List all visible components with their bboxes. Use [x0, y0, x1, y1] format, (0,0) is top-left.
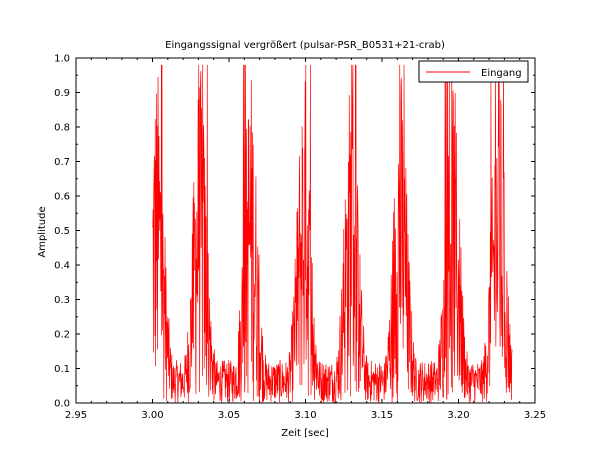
x-tick-label: 2.95	[65, 410, 87, 421]
plot-area	[152, 64, 513, 405]
y-tick-label: 0.1	[54, 364, 70, 375]
legend-box	[418, 60, 529, 83]
legend: Eingang	[418, 60, 529, 83]
x-tick-label: 3.25	[524, 410, 546, 421]
x-tick-label: 3.05	[218, 410, 240, 421]
legend-label: Eingang	[481, 68, 522, 79]
x-tick-label: 3.00	[141, 410, 163, 421]
y-tick-label: 0.0	[54, 399, 70, 410]
y-tick-label: 1.0	[54, 54, 70, 65]
y-tick-label: 0.2	[54, 330, 70, 341]
x-tick-label: 3.20	[447, 410, 469, 421]
x-tick-label: 3.10	[294, 410, 316, 421]
y-tick-label: 0.4	[54, 261, 70, 272]
chart-title: Eingangssignal vergrößert (pulsar-PSR_B0…	[165, 40, 445, 51]
x-tick-label: 3.15	[371, 410, 393, 421]
y-tick-label: 0.8	[54, 123, 70, 134]
x-axis-label: Zeit [sec]	[281, 428, 329, 439]
y-tick-label: 0.5	[54, 226, 70, 237]
series-line-eingang	[152, 64, 513, 405]
y-axis-label: Amplitude	[37, 206, 48, 257]
axes: 2.95 3.00 3.05 3.10 3.15 3.20 3.25 0.0 0.1 0.2 0.3…	[54, 54, 546, 422]
y-tick-label: 0.6	[54, 192, 70, 203]
y-tick-label: 0.7	[54, 157, 70, 168]
y-tick-label: 0.9	[54, 88, 70, 99]
y-tick-label: 0.3	[54, 295, 70, 306]
